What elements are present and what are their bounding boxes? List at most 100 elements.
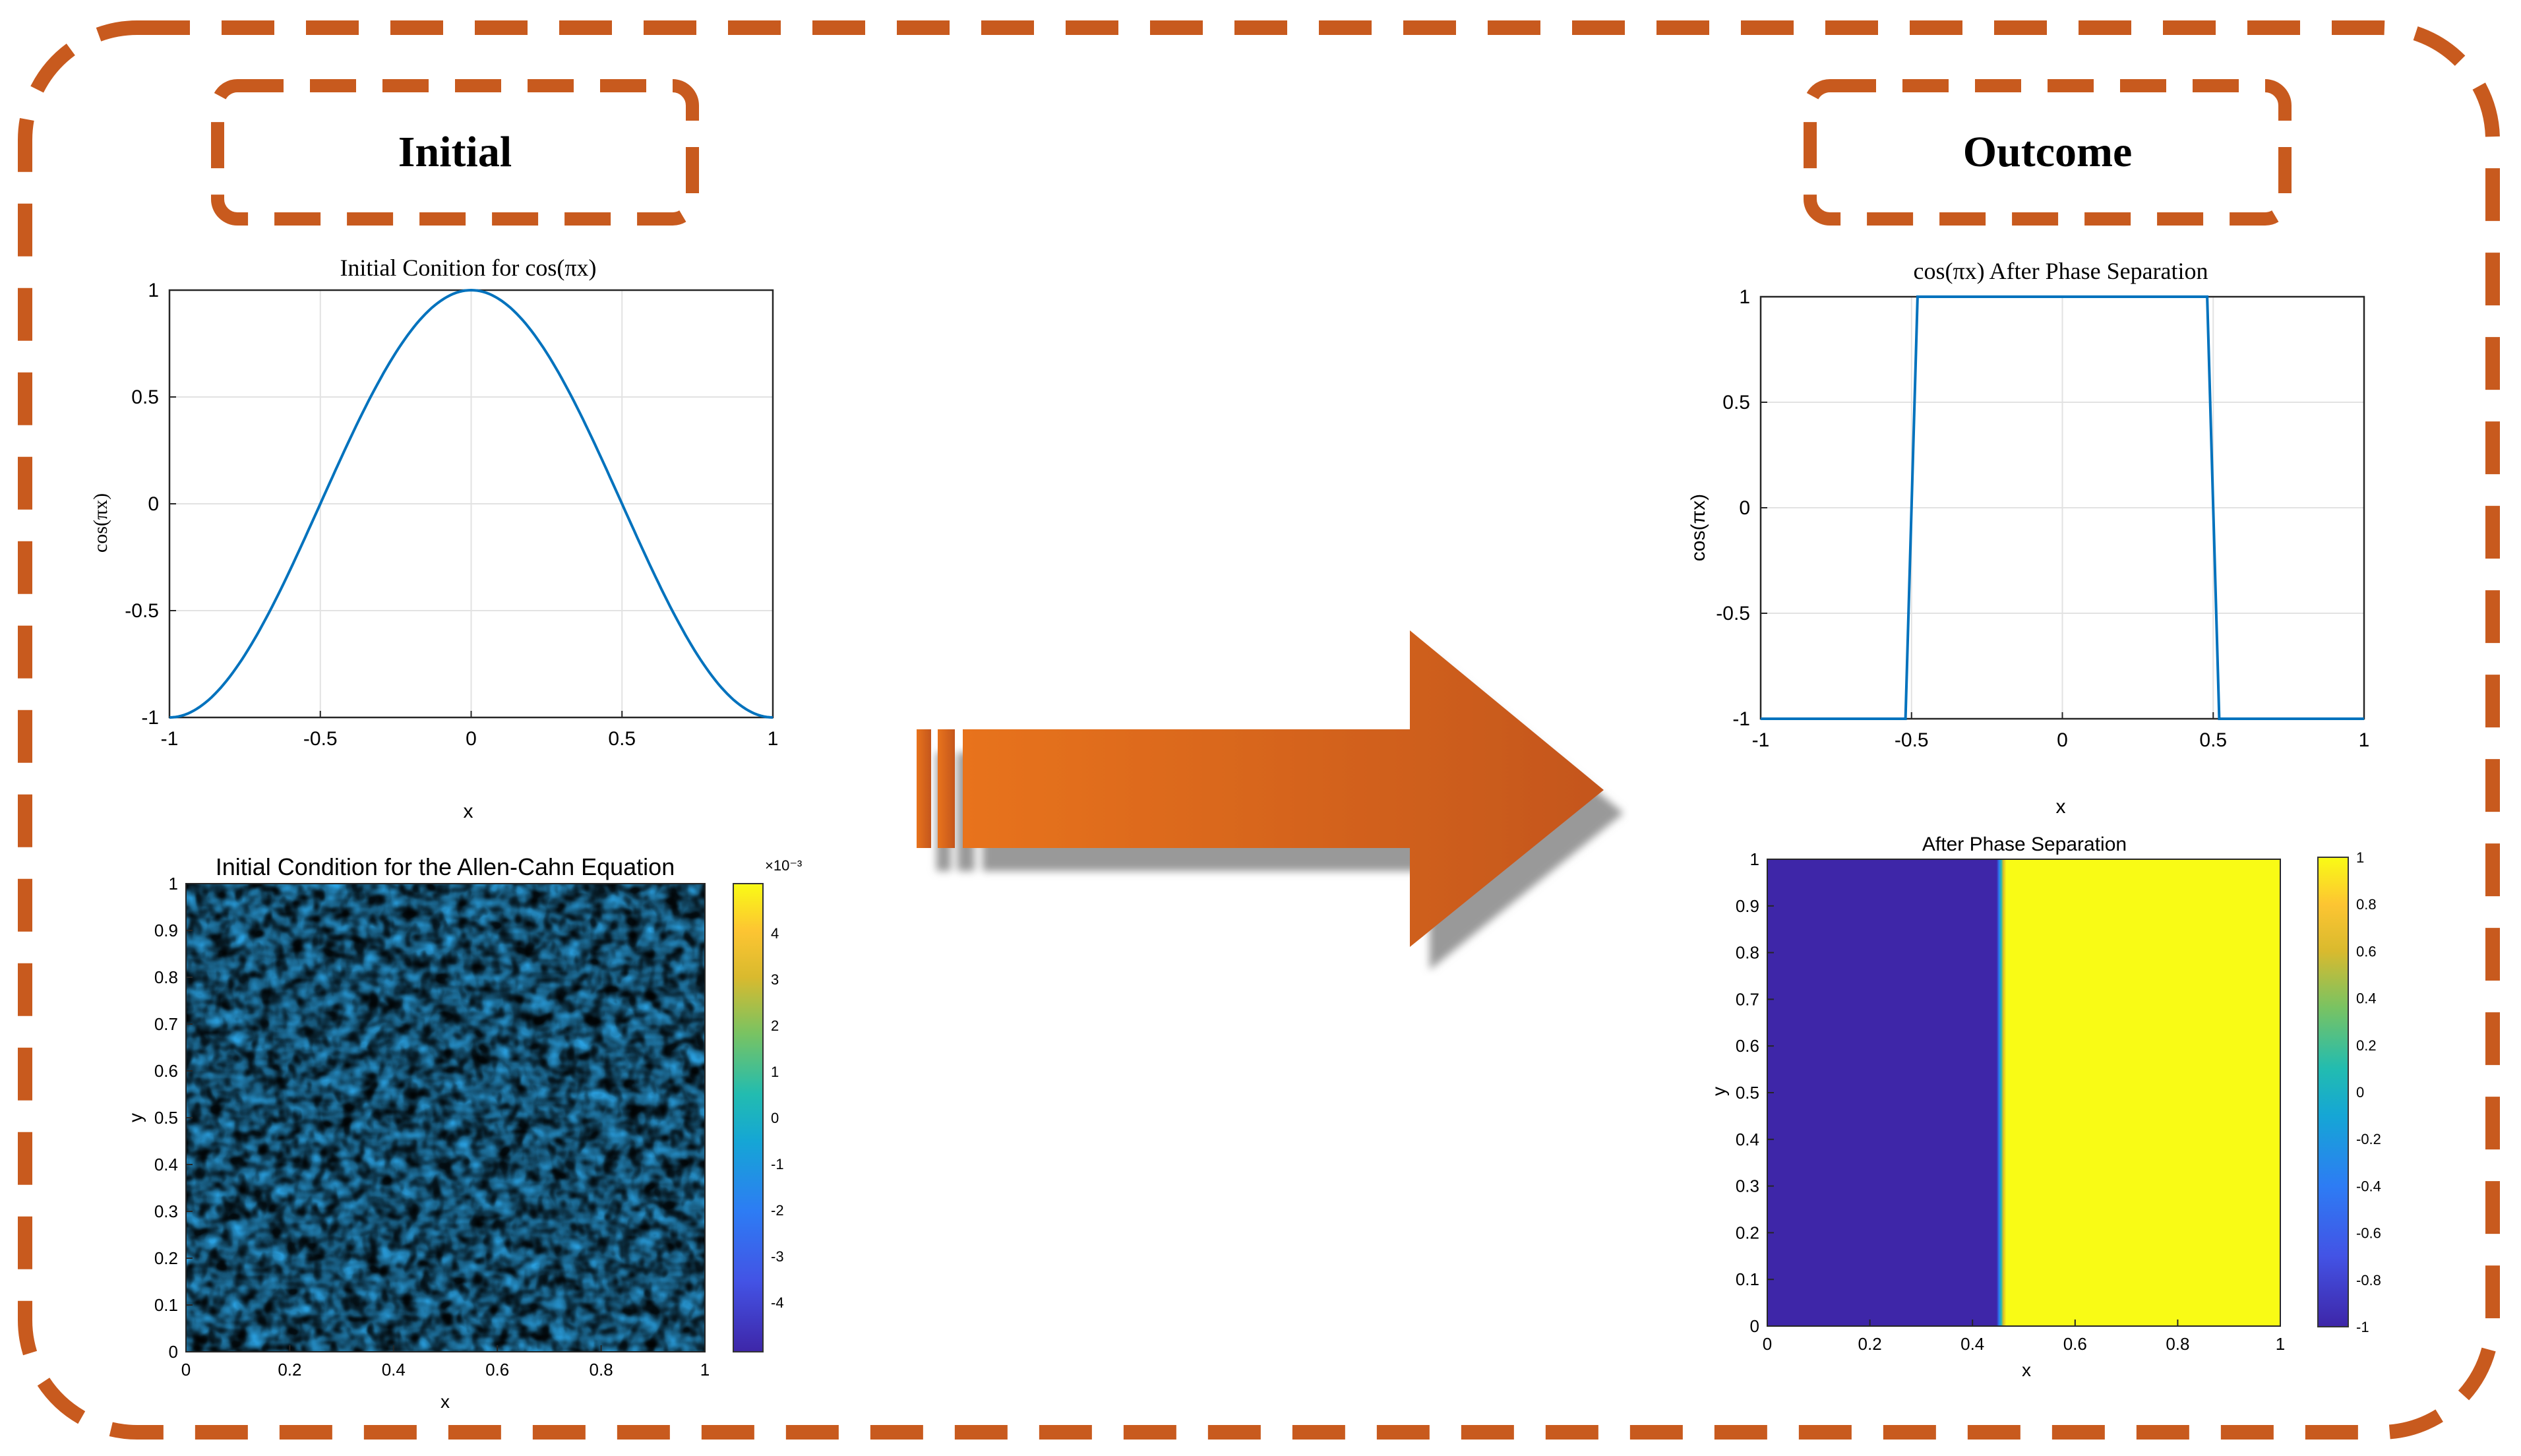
x-tick-label: 0.2: [278, 1360, 301, 1380]
y-tick-label: 0.9: [1736, 896, 1759, 916]
x-tick-label: 0.4: [1960, 1334, 1984, 1354]
colorbar-tick-label: -0.8: [2356, 1272, 2381, 1289]
y-tick-label: 0.6: [1736, 1036, 1759, 1056]
y-tick-label: -1: [1732, 708, 1750, 730]
x-tick-label: 0.4: [382, 1360, 406, 1380]
x-tick-label: 1: [2276, 1334, 2285, 1354]
x-axis-label: x: [2022, 1360, 2031, 1380]
colorbar: [2317, 857, 2349, 1327]
right-arrow-icon: [917, 630, 1604, 947]
y-tick-label: 0.5: [131, 386, 159, 408]
colorbar-tick-label: 0: [771, 1110, 779, 1126]
colorbar-tick-label: -4: [771, 1294, 784, 1311]
y-tick-label: 0.9: [154, 921, 178, 940]
y-tick-label: 0.7: [1736, 989, 1759, 1009]
y-tick-label: 0.1: [1736, 1269, 1759, 1289]
y-tick-label: 0.5: [154, 1108, 178, 1128]
x-axis-label: x: [2056, 796, 2066, 818]
colorbar-tick-label: 1: [2356, 849, 2364, 866]
y-axis-label: cos(πx): [1687, 494, 1709, 561]
y-tick-label: 0.4: [1736, 1130, 1759, 1149]
y-tick-label: 0: [169, 1342, 178, 1362]
colorbar-tick-label: -1: [771, 1156, 784, 1172]
initial-line-chart: -1 -0.5 0 0.5 1 1 0.5 0 -0.5 -1 Initial Conition …: [90, 255, 779, 822]
x-tick-label: 0.6: [485, 1360, 509, 1380]
x-tick-label: 0: [2057, 729, 2068, 751]
initial-heatmap: 0 0.2 0.4 0.6 0.8 1 1 0.9 0.8 0.7 0.6 0.5 0.4 0.3 0.2 0…: [125, 853, 802, 1412]
y-tick-label: 0.6: [154, 1061, 178, 1081]
series-line: [169, 288, 774, 719]
outcome-line-chart: -1 -0.5 0 0.5 1 1 0.5 0 -0.5 -1 cos(πx) After Pha…: [1687, 258, 2370, 818]
y-tick-label: 0.5: [1722, 392, 1750, 413]
colorbar-tick-label: -3: [771, 1248, 784, 1265]
y-tick-label: 0.5: [1736, 1083, 1759, 1103]
y-axis-label: cos(πx): [90, 493, 111, 553]
outcome-label: Outcome: [1962, 128, 2133, 176]
outcome-heatmap: 0 0.2 0.4 0.6 0.8 1 1 0.9 0.8 0.7 0.6 0.5 0.4 0.3 0.2 0…: [1709, 834, 2381, 1380]
colorbar-tick-label: -0.4: [2356, 1178, 2381, 1194]
x-tick-label: 0.5: [2199, 729, 2227, 751]
colorbar: [733, 883, 764, 1352]
y-tick-label: 0: [148, 493, 159, 515]
y-tick-label: 0: [1739, 497, 1750, 519]
x-tick-label: 1: [700, 1360, 710, 1380]
y-tick-label: 1: [1739, 286, 1750, 308]
colorbar-tick-label: 4: [771, 925, 779, 942]
colorbar-tick-label: 0.2: [2356, 1037, 2377, 1054]
x-tick-label: 0.8: [2166, 1334, 2189, 1354]
y-tick-label: 1: [148, 280, 159, 301]
x-tick-label: -0.5: [1895, 729, 1929, 751]
y-tick-label: 0.2: [1736, 1223, 1759, 1242]
y-tick-label: -0.5: [1716, 603, 1750, 624]
colorbar-exponent: ×10⁻³: [765, 857, 802, 874]
x-tick-label: 0: [181, 1360, 191, 1380]
colorbar-tick-label: 3: [771, 971, 779, 988]
y-tick-label: 0.3: [1736, 1176, 1759, 1196]
colorbar-tick-label: 2: [771, 1017, 779, 1034]
x-tick-label: 0.6: [2063, 1334, 2087, 1354]
y-tick-label: 1: [169, 874, 178, 894]
initial-label: Initial: [398, 128, 512, 176]
y-axis-label: y: [1709, 1087, 1729, 1096]
outcome-label-frame: [1804, 79, 2292, 226]
x-tick-label: 0: [466, 728, 477, 750]
x-axis-label: x: [464, 801, 473, 822]
y-tick-label: -0.5: [125, 600, 159, 622]
chart-title: Initial Conition for cos(πx): [340, 255, 596, 281]
y-tick-label: 0.8: [1736, 943, 1759, 963]
y-tick-label: 0.2: [154, 1248, 178, 1268]
colorbar-tick-label: -1: [2356, 1319, 2369, 1335]
colorbar-tick-label: -0.6: [2356, 1225, 2381, 1242]
colorbar-tick-label: 1: [771, 1064, 779, 1080]
colorbar-tick-label: 0.4: [2356, 990, 2377, 1007]
y-tick-label: 1: [1750, 849, 1759, 869]
y-tick-label: 0.3: [154, 1201, 178, 1221]
phase-field: [1767, 859, 2280, 1326]
y-tick-label: -1: [141, 707, 159, 729]
y-axis-label: y: [125, 1113, 146, 1122]
y-tick-label: 0.1: [154, 1295, 178, 1315]
x-tick-label: 0.2: [1858, 1334, 1882, 1354]
x-tick-label: 0.5: [608, 728, 636, 750]
colorbar-tick-label: 0.6: [2356, 943, 2377, 959]
y-tick-label: 0: [1750, 1316, 1759, 1336]
colorbar-tick-label: 0.8: [2356, 896, 2377, 913]
x-axis-label: x: [440, 1391, 450, 1412]
x-tick-label: 1: [768, 728, 779, 750]
x-tick-label: -0.5: [303, 728, 338, 750]
y-tick-label: 0.7: [154, 1014, 178, 1034]
colorbar-tick-label: -2: [771, 1202, 784, 1219]
x-tick-label: 1: [2359, 729, 2370, 751]
colorbar-tick-label: -0.2: [2356, 1131, 2381, 1147]
x-tick-label: -1: [161, 728, 179, 750]
axes-box: [1767, 859, 2281, 1327]
colorbar-tick-label: 0: [2356, 1084, 2364, 1101]
initial-label-frame: [211, 79, 699, 226]
y-tick-label: 0.8: [154, 967, 178, 987]
series-line: [1761, 295, 2364, 720]
chart-title: Initial Condition for the Allen-Cahn Equ…: [216, 853, 675, 880]
x-tick-label: 0: [1763, 1334, 1772, 1354]
chart-title: cos(πx) After Phase Separation: [1913, 258, 2208, 284]
x-tick-label: 0.8: [590, 1360, 613, 1380]
